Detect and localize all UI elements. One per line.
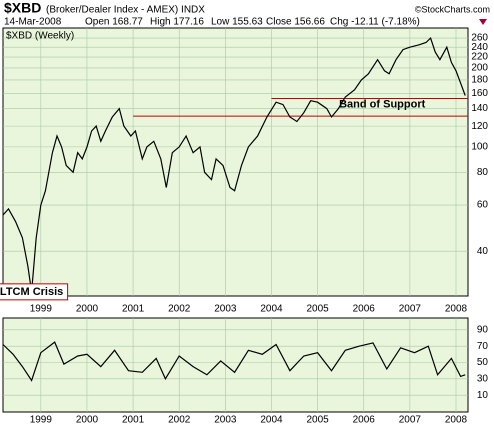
y-tick-label: 30 <box>477 373 489 384</box>
y-tick-label: 100 <box>471 142 488 153</box>
y-tick-label: 50 <box>477 357 489 368</box>
x-tick-label: 2006 <box>353 415 376 426</box>
x-tick-label: 2004 <box>260 415 283 426</box>
x-tick-label: 2003 <box>214 304 237 315</box>
annotation-box <box>0 283 69 301</box>
chart-subtitle: (Broker/Dealer Index - AMEX) INDX <box>46 5 205 16</box>
x-tick-label: 1999 <box>30 415 53 426</box>
y-tick-label: 120 <box>471 121 488 132</box>
x-tick-label: 2004 <box>260 304 283 315</box>
down-arrow <box>479 19 487 25</box>
x-tick-label: 2000 <box>76 415 99 426</box>
price-line <box>2 341 466 382</box>
y-tick-label: 90 <box>477 324 489 335</box>
y-tick-label: 60 <box>477 200 489 211</box>
x-tick-label: 2007 <box>399 304 422 315</box>
price-line <box>2 37 466 292</box>
x-tick-label: 2001 <box>122 304 145 315</box>
annotation: LTCM Crisis <box>0 286 63 298</box>
y-tick-label: 10 <box>477 390 489 401</box>
y-tick-label: 260 <box>471 33 488 44</box>
annotation: Band of Support <box>339 98 425 110</box>
x-tick-label: 2007 <box>399 415 422 426</box>
quote: High 177.16 <box>150 17 204 28</box>
x-tick-label: 2008 <box>445 415 468 426</box>
plot-area <box>2 317 469 413</box>
x-tick-label: 2006 <box>353 304 376 315</box>
quote: Low 155.63 <box>211 17 263 28</box>
y-tick-label: 220 <box>471 52 488 63</box>
x-tick-label: 2000 <box>76 304 99 315</box>
x-tick-label: 2005 <box>306 415 329 426</box>
x-tick-label: 2001 <box>122 415 145 426</box>
legend-entry: $XBD (Weekly) <box>6 31 74 42</box>
quote: Close 156.66 <box>266 17 325 28</box>
date: 14-Mar-2008 <box>4 17 62 28</box>
y-tick-label: 240 <box>471 42 488 53</box>
x-tick-label: 2002 <box>168 415 191 426</box>
x-tick-label: 1999 <box>30 304 53 315</box>
quote: Chg -12.11 (-7.18%) <box>330 17 420 28</box>
y-tick-label: 180 <box>471 75 488 86</box>
quote: Open 168.77 <box>85 17 143 28</box>
y-tick-label: 140 <box>471 103 488 114</box>
x-tick-label: 2005 <box>306 304 329 315</box>
source: ©StockCharts.com <box>415 4 490 14</box>
y-tick-label: 160 <box>471 88 488 99</box>
x-tick-label: 2003 <box>214 415 237 426</box>
x-tick-label: 2002 <box>168 304 191 315</box>
y-tick-label: 70 <box>477 341 489 352</box>
chart-title: $XBD <box>4 0 41 16</box>
x-tick-label: 2008 <box>445 304 468 315</box>
y-tick-label: 200 <box>471 63 488 74</box>
y-tick-label: 80 <box>477 167 489 178</box>
y-tick-label: 40 <box>477 246 489 257</box>
